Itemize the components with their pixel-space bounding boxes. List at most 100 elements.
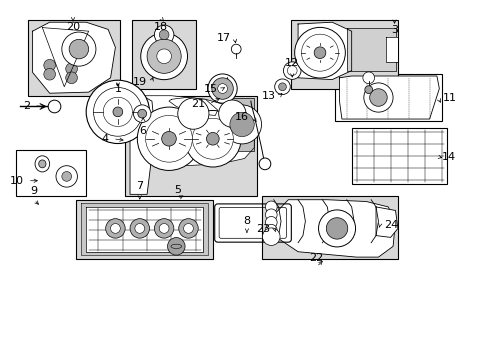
Bar — [132, 21, 195, 89]
Circle shape — [137, 107, 200, 170]
Circle shape — [294, 27, 345, 78]
Text: 19: 19 — [133, 77, 147, 87]
Text: 2: 2 — [23, 101, 30, 111]
Text: 7: 7 — [136, 181, 143, 192]
Text: 17: 17 — [216, 33, 230, 43]
Circle shape — [278, 83, 286, 91]
Circle shape — [44, 68, 55, 80]
Polygon shape — [86, 207, 203, 252]
Text: 18: 18 — [153, 22, 167, 32]
Text: 15: 15 — [203, 84, 217, 94]
Circle shape — [86, 80, 149, 144]
Text: 12: 12 — [285, 58, 299, 68]
Circle shape — [93, 87, 142, 136]
Text: 10: 10 — [10, 176, 24, 186]
Text: 3: 3 — [390, 26, 397, 36]
Bar — [261, 196, 397, 259]
Circle shape — [162, 131, 176, 146]
Text: 22: 22 — [309, 253, 323, 263]
Circle shape — [313, 47, 325, 59]
Circle shape — [154, 219, 174, 238]
Polygon shape — [142, 96, 254, 166]
Circle shape — [262, 228, 280, 246]
Circle shape — [135, 224, 144, 233]
Bar — [16, 149, 86, 196]
Bar — [76, 200, 212, 259]
Circle shape — [147, 39, 181, 73]
Circle shape — [145, 115, 192, 162]
Text: 24: 24 — [383, 220, 397, 230]
Circle shape — [274, 79, 290, 95]
Polygon shape — [298, 22, 351, 80]
Circle shape — [184, 111, 241, 167]
Circle shape — [113, 107, 122, 117]
Polygon shape — [130, 96, 154, 194]
Polygon shape — [271, 200, 395, 257]
Circle shape — [159, 224, 169, 233]
Polygon shape — [169, 98, 217, 116]
Circle shape — [265, 224, 277, 236]
Circle shape — [110, 224, 120, 233]
Circle shape — [183, 224, 193, 233]
Text: 11: 11 — [442, 93, 455, 103]
Circle shape — [65, 63, 77, 75]
Circle shape — [56, 166, 77, 187]
Text: 21: 21 — [190, 99, 204, 109]
Text: 1: 1 — [114, 84, 121, 94]
Circle shape — [218, 100, 245, 127]
Circle shape — [283, 62, 301, 80]
Circle shape — [65, 72, 77, 84]
Text: 13: 13 — [261, 91, 275, 101]
Bar — [290, 21, 397, 89]
Text: 9: 9 — [30, 186, 38, 196]
Circle shape — [178, 98, 208, 129]
Circle shape — [179, 219, 198, 238]
Circle shape — [159, 30, 169, 40]
Circle shape — [61, 32, 96, 66]
Circle shape — [265, 216, 277, 228]
Circle shape — [265, 209, 277, 221]
Circle shape — [265, 201, 277, 213]
Bar — [125, 96, 256, 196]
Circle shape — [157, 49, 171, 64]
Circle shape — [363, 83, 392, 112]
Polygon shape — [339, 76, 438, 119]
Circle shape — [141, 33, 187, 80]
Circle shape — [325, 218, 347, 239]
Text: 23: 23 — [256, 224, 270, 234]
Circle shape — [154, 25, 174, 45]
Circle shape — [364, 86, 372, 94]
Bar — [334, 74, 441, 121]
Circle shape — [48, 100, 61, 113]
Circle shape — [61, 172, 71, 181]
Polygon shape — [229, 98, 254, 151]
Circle shape — [318, 210, 355, 247]
Circle shape — [44, 59, 55, 71]
Text: 6: 6 — [140, 126, 146, 136]
Bar — [351, 128, 446, 184]
Circle shape — [229, 112, 254, 136]
Polygon shape — [385, 37, 397, 62]
Text: 14: 14 — [441, 152, 455, 162]
Text: 5: 5 — [173, 185, 181, 195]
Circle shape — [167, 238, 184, 255]
Circle shape — [362, 72, 374, 84]
Circle shape — [369, 89, 386, 106]
Polygon shape — [375, 207, 397, 237]
Circle shape — [69, 39, 88, 59]
Circle shape — [217, 84, 227, 94]
Circle shape — [206, 132, 219, 145]
Circle shape — [103, 97, 132, 126]
Ellipse shape — [39, 160, 46, 168]
Circle shape — [133, 105, 151, 122]
Circle shape — [222, 105, 261, 144]
Circle shape — [192, 118, 233, 159]
Bar — [28, 21, 120, 96]
Circle shape — [130, 219, 149, 238]
Circle shape — [301, 34, 338, 71]
Circle shape — [207, 74, 237, 103]
Polygon shape — [42, 28, 88, 87]
Polygon shape — [346, 28, 395, 71]
Circle shape — [259, 158, 270, 170]
Polygon shape — [33, 22, 115, 93]
